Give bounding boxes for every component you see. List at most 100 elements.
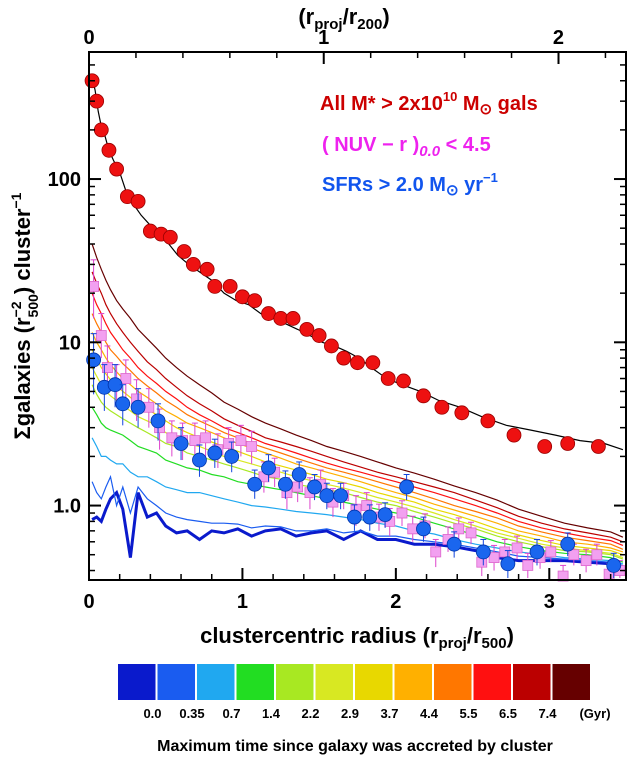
nuv-point <box>591 549 603 561</box>
sfr-point <box>399 479 414 495</box>
nuv-point <box>545 546 557 558</box>
plot-frame <box>88 51 627 581</box>
colorbar-tick-label: 0.0 <box>143 706 161 721</box>
all-gal-point <box>506 427 522 443</box>
model-track-2 <box>91 437 624 565</box>
nuv-point <box>223 438 235 449</box>
all-gal-point <box>235 289 250 305</box>
nuv-point <box>522 560 534 571</box>
sfr-point <box>500 556 516 572</box>
colorbar-swatch <box>473 664 511 700</box>
y-tick-label: 10 <box>59 332 81 354</box>
nuv-point <box>88 280 100 292</box>
all-gal-point <box>416 388 431 404</box>
nuv-point <box>580 555 592 567</box>
colorbar-swatch <box>513 664 551 700</box>
nuv-point <box>200 432 212 444</box>
colorbar-tick-label: 1.4 <box>262 706 281 721</box>
all-gal-point <box>130 193 146 209</box>
model-track-9 <box>91 292 624 546</box>
top-tick-label: 0 <box>83 27 94 49</box>
x-tick-label: 2 <box>390 591 401 613</box>
colorbar-swatch <box>355 664 393 700</box>
sfr-point <box>291 467 307 482</box>
sfr-point <box>261 460 276 476</box>
top-x-axis-label: (rproj/r200) <box>298 4 389 33</box>
nuv-point <box>488 552 500 564</box>
colorbar-title: Maximum time since galaxy was accreted b… <box>157 738 553 755</box>
all-gal-point <box>185 257 201 272</box>
sfr-point <box>115 396 131 412</box>
colorbar-tick-label: 2.2 <box>301 706 319 721</box>
nuv-point <box>189 435 201 446</box>
axes: 0 1 2 3 0 1 2 1.0 10 100 <box>48 27 626 613</box>
y-tick-label: 100 <box>48 169 81 191</box>
colorbar-swatch <box>197 664 235 700</box>
x-tick-label: 0 <box>83 591 94 613</box>
sfr-point <box>362 509 378 525</box>
colorbar-tick-label: 2.9 <box>341 706 359 721</box>
colorbar-unit: (Gyr) <box>579 706 610 721</box>
annotations: All M* > 2x1010 M⊙ gals ( NUV − r )0.0 <… <box>320 89 538 199</box>
all-gal-point <box>350 355 365 371</box>
all-gal-point <box>396 373 411 389</box>
sfr-point <box>377 507 393 523</box>
sfr-point <box>307 479 322 495</box>
nuv-point <box>453 523 465 535</box>
y-tick-label: 1.0 <box>53 496 81 518</box>
sfr-point <box>173 436 189 451</box>
x-tick-label: 3 <box>544 591 555 613</box>
all-gal-point <box>365 355 381 371</box>
all-gal-point <box>162 229 178 245</box>
colorbar-tick-label: 5.5 <box>459 706 477 721</box>
colorbar-swatch <box>315 664 353 700</box>
colorbar-tick-label: 7.4 <box>538 706 557 721</box>
nuv-point <box>499 546 511 558</box>
sfr-point <box>192 452 207 468</box>
colorbar-swatch <box>552 664 590 700</box>
data-points <box>84 73 626 582</box>
all-gal-point <box>176 244 192 259</box>
top-tick-label: 1 <box>318 27 329 49</box>
y-axis-label: Σgalaxies (r−2500) cluster−1 <box>8 192 41 439</box>
all-gal-point <box>93 122 109 138</box>
colorbar-tick-label: 4.4 <box>420 706 439 721</box>
all-gal-point <box>324 338 339 354</box>
all-gal-point <box>285 311 301 326</box>
sfr-point <box>529 544 545 560</box>
sfr-point <box>416 521 431 537</box>
sfr-point <box>475 544 491 560</box>
colorbar-swatch <box>118 664 156 700</box>
sfr-point <box>150 413 166 429</box>
sfr-point <box>333 488 349 504</box>
all-gal-point <box>311 328 327 343</box>
colorbar-swatch <box>157 664 195 700</box>
colorbar-swatch <box>276 664 314 700</box>
nuv-point <box>396 507 408 519</box>
all-gal-point <box>101 142 117 158</box>
all-gal-point <box>336 350 352 366</box>
colorbar-swatch <box>434 664 472 700</box>
all-gal-point <box>380 371 396 386</box>
colorbar-tick-label: 0.7 <box>222 706 240 721</box>
annotation-all: All M* > 2x1010 M⊙ gals <box>320 89 538 118</box>
all-gal-point <box>109 161 125 177</box>
nuv-point <box>292 481 304 493</box>
all-gal-point <box>247 293 263 309</box>
colorbar-tick-label: 3.7 <box>380 706 398 721</box>
nuv-point <box>95 330 107 341</box>
all-gal-point <box>299 321 315 337</box>
nuv-point <box>430 546 442 558</box>
nuv-point <box>120 373 132 384</box>
all-gal-point <box>590 439 606 454</box>
annotation-nuv: ( NUV − r )0.0 < 4.5 <box>322 134 491 160</box>
all-gal-point <box>207 278 223 294</box>
annotation-sfr: SFRs > 2.0 M⊙ yr−1 <box>322 170 498 199</box>
x-tick-label: 1 <box>237 591 248 613</box>
nuv-point <box>568 549 580 561</box>
nuv-point <box>102 362 113 373</box>
model-track-10 <box>91 271 624 543</box>
nuv-point <box>465 527 477 539</box>
sfr-point <box>560 536 576 552</box>
